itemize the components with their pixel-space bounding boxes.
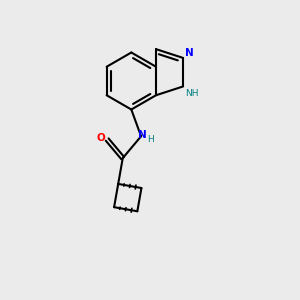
Text: H: H xyxy=(147,135,153,144)
Text: O: O xyxy=(96,133,105,143)
Text: N: N xyxy=(138,130,147,140)
Text: NH: NH xyxy=(185,89,198,98)
Text: N: N xyxy=(185,48,194,59)
